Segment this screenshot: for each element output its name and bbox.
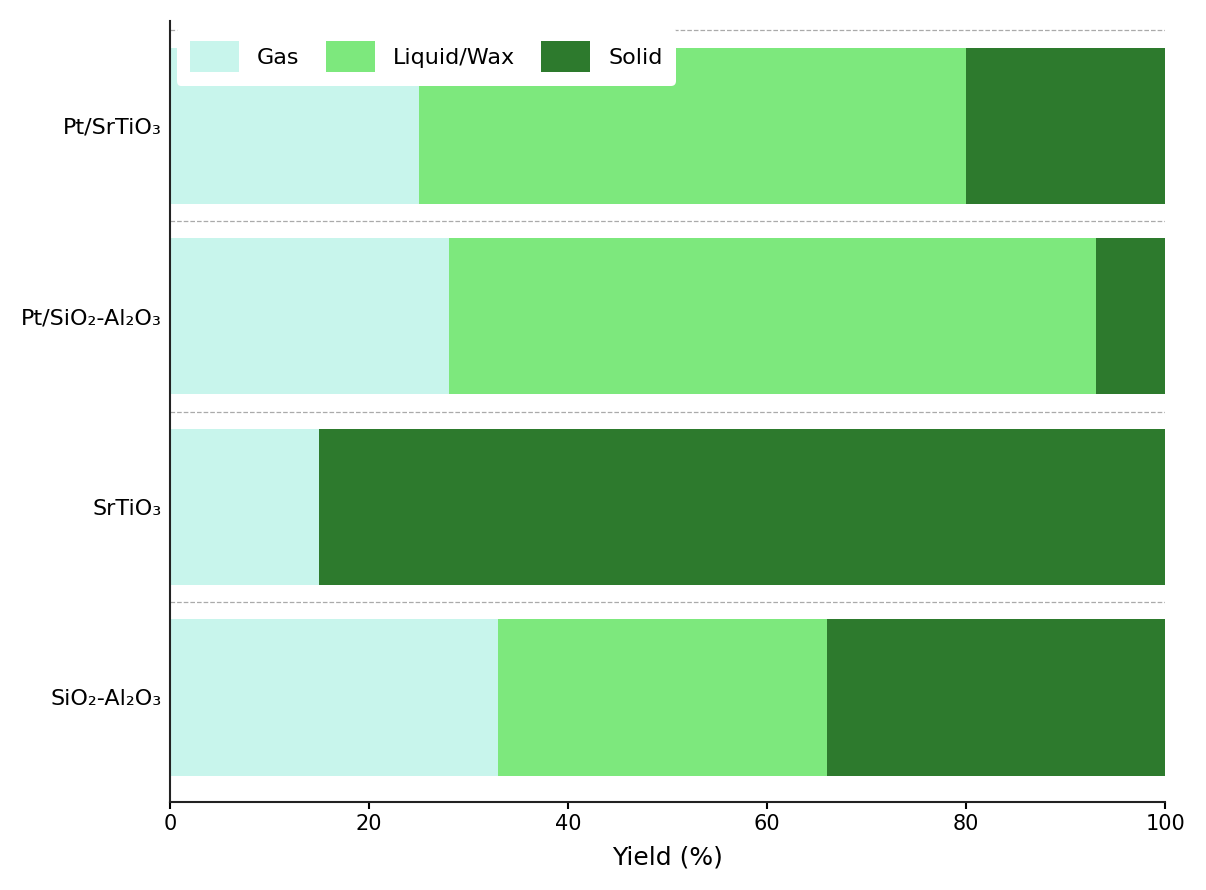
Bar bbox=[418, 47, 966, 204]
Bar bbox=[170, 429, 320, 585]
Bar bbox=[320, 429, 1165, 585]
Bar bbox=[170, 619, 498, 775]
Bar bbox=[449, 239, 1095, 394]
Bar bbox=[827, 619, 1165, 775]
Legend: Gas, Liquid/Wax, Solid: Gas, Liquid/Wax, Solid bbox=[177, 28, 675, 85]
Bar bbox=[1095, 239, 1165, 394]
Bar bbox=[170, 239, 449, 394]
Bar bbox=[170, 47, 418, 204]
X-axis label: Yield (%): Yield (%) bbox=[613, 846, 724, 870]
Bar bbox=[498, 619, 827, 775]
Bar bbox=[966, 47, 1165, 204]
